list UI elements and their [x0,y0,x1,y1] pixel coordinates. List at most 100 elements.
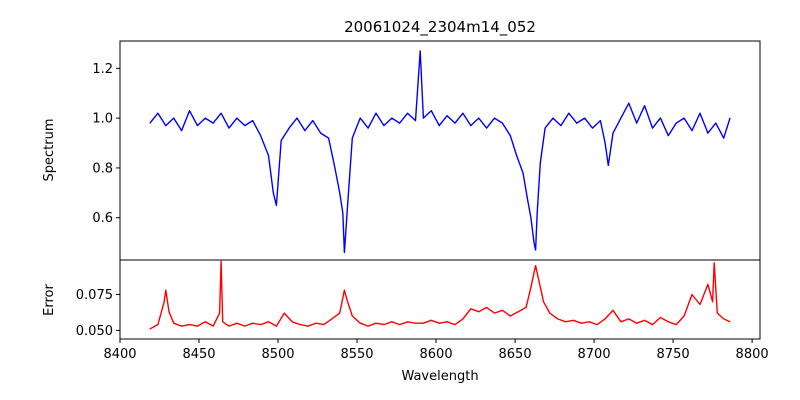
error-data-point [604,318,606,320]
error-data-point [723,318,725,320]
error-data-point [535,265,537,267]
error-data-point [359,322,361,324]
error-data-point [683,315,685,317]
spectrum-data-point [391,117,393,119]
spectrum-data-point [592,127,593,129]
error-data-point [691,294,693,295]
spectrum-data-point [699,112,701,114]
spectrum-data-point [729,117,731,119]
error-data-point [580,322,582,324]
error-data-point [331,318,333,320]
error-data-point [343,289,345,291]
spectrum-data-point [462,112,464,114]
x-tick-label: 8700 [578,347,611,362]
spectrum-data-point [652,127,653,129]
spectrum-data-point [244,125,246,127]
error-data-point [307,325,309,327]
spectrum-data-point [212,122,214,124]
error-data-point [347,301,349,303]
spectrum-data-point [204,117,206,119]
error-data-point [729,321,731,323]
error-data-point [533,272,535,274]
error-data-point [291,321,293,323]
error-data-point [596,324,598,326]
spectrum-data-point [535,249,537,251]
spectrum-y-tick-label: 1.2 [92,62,113,77]
spectrum-data-point [375,112,377,114]
spectrum-data-point [552,117,554,119]
error-data-point [525,306,527,308]
spectrum-data-point [636,122,638,124]
spectrum-data-point [691,130,693,132]
error-data-point [494,312,495,314]
error-data-point [588,321,590,323]
spectrum-data-point [533,242,535,244]
error-data-point [652,324,653,326]
error-data-point [339,312,341,314]
error-data-point [415,322,416,324]
spectrum-data-point [181,130,183,132]
error-data-point [268,321,269,323]
spectrum-data-point [351,137,353,139]
spectrum-data-point [312,120,314,122]
error-data-point [157,324,159,326]
spectrum-data-point [304,130,306,132]
error-data-point [252,322,254,324]
error-data-point [283,312,285,314]
error-data-point [204,321,206,323]
error-data-point [699,304,701,305]
spectrum-data-point [509,135,511,137]
error-data-point [644,319,646,321]
error-data-point [470,308,472,310]
error-data-point [212,325,214,327]
spectrum-data-point [430,110,432,112]
error-data-point [712,301,714,303]
spectrum-data-point [275,204,277,206]
spectrum-data-point [268,155,269,156]
error-data-point [573,319,574,321]
chart-title: 20061024_2304m14_052 [344,18,536,37]
error-y-ticks: 0.050 0.075 [76,288,120,339]
spectrum-data-point [522,172,524,174]
spectrum-data-point [607,164,609,166]
error-data-point [438,322,440,324]
spectrum-data-point [527,199,529,201]
error-x-ticks: 8400 8450 8500 8550 8600 8650 8700 8750 8800 [103,339,769,362]
spectrum-data-point [367,127,369,129]
spectrum-data-point [628,102,630,104]
error-data-point [478,311,480,313]
spectrum-data-point [683,117,685,119]
error-data-point [501,309,503,311]
error-data-point [667,321,669,323]
spectrum-data-point [260,135,262,137]
error-data-point [543,301,544,303]
spectrum-data-point [560,125,562,127]
spectrum-data-point [568,112,570,114]
spectrum-data-point [675,122,677,124]
error-data-point [557,318,559,320]
spectrum-data-point [659,117,661,119]
error-data-point [399,324,401,326]
error-data-point [620,321,622,323]
spectrum-data-point [536,212,538,214]
spectrum-data-point [220,112,222,114]
error-data-point [636,322,638,324]
spectrum-data-point [407,112,409,114]
spectrum-data-point [252,120,254,122]
spectrum-y-tick-label: 0.8 [92,161,113,176]
x-tick-label: 8650 [499,347,532,362]
error-data-point [462,318,464,320]
spectrum-data-point [667,135,669,137]
spectrum-data-point [454,122,456,124]
error-data-point [367,325,369,327]
error-y-tick-label: 0.050 [76,324,113,339]
error-data-point [446,321,448,323]
spectrum-data-point [149,122,151,124]
error-data-point [222,321,224,323]
spectrum-data-point [419,50,421,52]
error-series-group [149,260,731,330]
spectrum-data-point [342,212,344,214]
error-data-point [149,328,151,330]
spectrum-data-point [320,132,322,134]
